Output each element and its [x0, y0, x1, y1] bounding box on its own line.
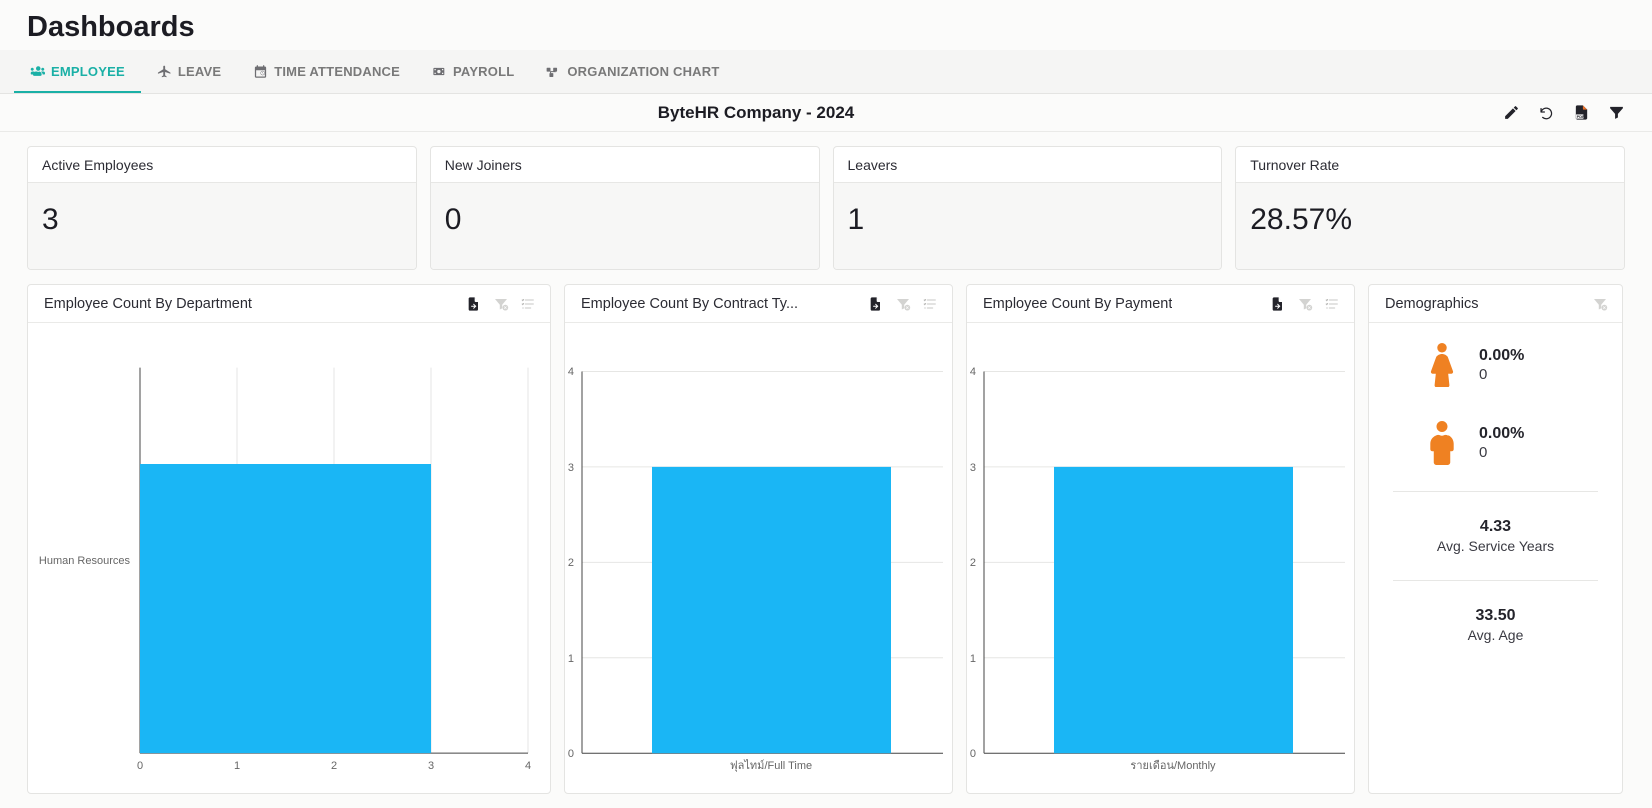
svg-text:1: 1: [234, 760, 240, 772]
svg-text:4: 4: [525, 760, 531, 772]
svg-text:0: 0: [568, 748, 574, 760]
svg-text:2: 2: [568, 557, 574, 569]
svg-text:รายเดือน/Monthly: รายเดือน/Monthly: [1130, 759, 1216, 772]
svg-text:Human Resources: Human Resources: [39, 555, 131, 567]
svg-text:3: 3: [568, 462, 574, 474]
svg-text:4: 4: [568, 366, 574, 378]
svg-text:1: 1: [568, 653, 574, 665]
svg-text:2: 2: [970, 557, 976, 569]
svg-text:0: 0: [137, 760, 143, 772]
svg-text:4: 4: [970, 366, 976, 378]
svg-text:ฟุลไทม์/Full Time: ฟุลไทม์/Full Time: [730, 759, 812, 772]
svg-text:PDF: PDF: [1577, 114, 1585, 119]
svg-text:1: 1: [970, 653, 976, 665]
svg-text:3: 3: [970, 462, 976, 474]
svg-text:2: 2: [331, 760, 337, 772]
svg-text:0: 0: [970, 748, 976, 760]
svg-text:3: 3: [428, 760, 434, 772]
